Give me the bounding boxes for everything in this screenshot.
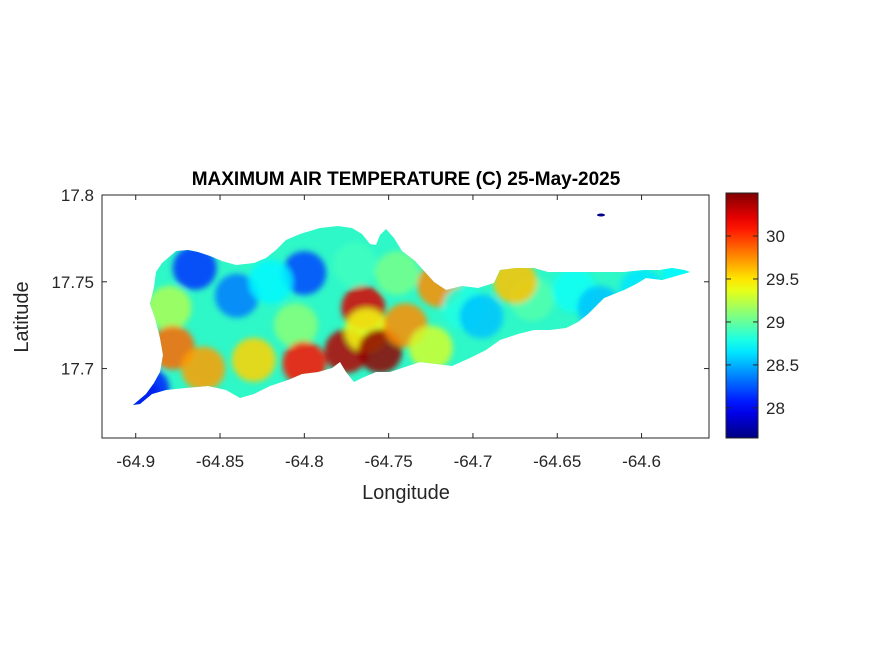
temperature-sample-7 <box>231 337 276 382</box>
islet-marker <box>597 213 605 217</box>
axes-box <box>101 194 710 439</box>
temperature-sample-28 <box>133 367 170 405</box>
temperature-sample-20 <box>408 325 453 370</box>
colorbar-tick-label: 30 <box>766 227 785 246</box>
y-tick-label: 17.8 <box>61 186 94 205</box>
x-axis-ticks: -64.9 -64.85 -64.8 -64.75 -64.7 -64.65 -64.6 <box>116 195 661 471</box>
temperature-sample-19 <box>459 294 504 339</box>
temperature-sample-9 <box>282 341 327 386</box>
temperature-sample-26 <box>661 252 690 297</box>
x-axis-label: Longitude <box>362 482 450 504</box>
temperature-sample-24 <box>577 285 622 330</box>
y-tick-label: 17.75 <box>51 273 94 292</box>
colorbar-tick-label: 29.5 <box>766 270 799 289</box>
x-tick-label: -64.8 <box>285 452 324 471</box>
y-axis-ticks: 17.7 17.75 17.8 <box>51 186 709 379</box>
y-axis-label: Latitude <box>11 281 33 352</box>
temperature-sample-8 <box>273 303 318 348</box>
x-tick-label: -64.6 <box>622 452 661 471</box>
temperature-sample-2 <box>282 251 327 296</box>
x-tick-label: -64.7 <box>454 452 493 471</box>
temperature-sample-16 <box>375 251 420 296</box>
x-tick-label: -64.85 <box>196 452 244 471</box>
colorbar-tick-label: 28 <box>766 399 785 418</box>
colorbar <box>725 192 759 439</box>
temperature-sample-15 <box>332 242 377 287</box>
colorbar-ticks: 28 28.5 29 29.5 30 <box>726 227 799 418</box>
x-tick-label: -64.65 <box>533 452 581 471</box>
map-title: MAXIMUM AIR TEMPERATURE (C) 25-May-2025 <box>192 169 621 190</box>
x-tick-label: -64.9 <box>116 452 155 471</box>
temperature-sample-6 <box>181 346 226 391</box>
temperature-sample-3 <box>248 259 293 304</box>
temperature-sample-1 <box>214 273 259 318</box>
temperature-sample-22 <box>493 259 538 304</box>
x-tick-label: -64.75 <box>365 452 413 471</box>
temperature-sample-25 <box>619 268 664 313</box>
temperature-field <box>133 226 690 405</box>
temperature-sample-0 <box>172 245 217 290</box>
colorbar-tick-label: 29 <box>766 313 785 332</box>
temperature-sample-4 <box>147 285 192 330</box>
colorbar-tick-label: 28.5 <box>766 356 799 375</box>
y-tick-label: 17.7 <box>61 360 94 379</box>
